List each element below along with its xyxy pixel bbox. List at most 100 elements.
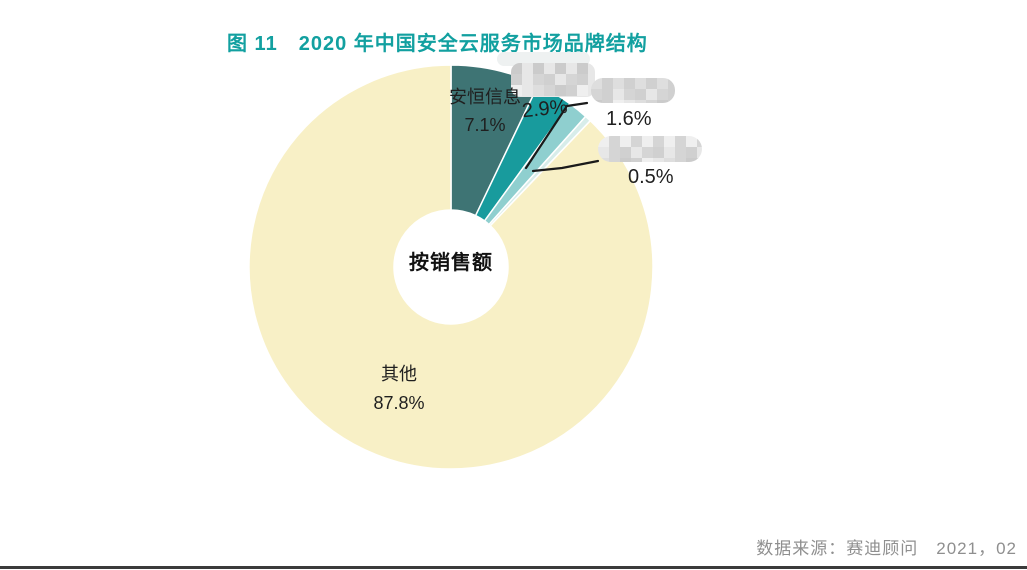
mosaic-tile — [668, 100, 675, 103]
mosaic-tile — [591, 89, 602, 100]
donut-center-label: 按销售额 — [409, 252, 493, 274]
mosaic-tile — [675, 136, 686, 147]
slice-label-anheng-name: 安恒信息 — [449, 87, 521, 107]
mosaic-tile — [609, 136, 620, 147]
mosaic-tile — [533, 74, 544, 85]
mosaic-tile — [668, 89, 675, 100]
data-source-note: 数据来源：赛迪顾问 2021，02 — [756, 539, 1017, 558]
slice-label-redacted-1-value: 2.9% — [520, 95, 569, 123]
mosaic-tile — [624, 100, 635, 103]
slice-label-other-value: 87.8% — [373, 393, 425, 413]
mosaic-tile — [686, 136, 697, 147]
mosaic-tile — [609, 158, 620, 162]
mosaic-tile — [697, 147, 702, 158]
mosaic-tile — [686, 158, 697, 162]
mosaic-tile — [577, 74, 588, 85]
mosaic-tile — [613, 100, 624, 103]
label-leader-line — [524, 101, 589, 170]
mosaic-tile — [566, 96, 577, 97]
mosaic-tile — [664, 147, 675, 158]
mosaic-tile — [631, 147, 642, 158]
slice-label-anheng-value: 7.1% — [464, 115, 506, 135]
mosaic-tile — [555, 85, 566, 96]
slice-label-anheng: 安恒信息 7.1% — [444, 83, 526, 139]
mosaic-tile — [566, 74, 577, 85]
mosaic-tile — [624, 78, 635, 89]
mosaic-tile — [642, 136, 653, 147]
mosaic-tile — [620, 147, 631, 158]
donut-slice — [248, 64, 654, 470]
slice-label-redacted-2-value: 1.6% — [606, 108, 652, 130]
mosaic-tile — [646, 78, 657, 89]
mosaic-tile — [566, 85, 577, 96]
mosaic-tile — [642, 147, 653, 158]
mosaic-tile — [591, 100, 602, 103]
slice-label-redacted-3-value: 0.5% — [628, 166, 674, 188]
mosaic-tile — [657, 100, 668, 103]
mosaic-tile — [511, 63, 522, 74]
mosaic-tile — [686, 147, 697, 158]
mosaic-tile — [511, 85, 522, 96]
mosaic-tile — [544, 63, 555, 74]
mosaic-tile — [577, 96, 588, 97]
mosaic-tile — [602, 100, 613, 103]
mosaic-tile — [624, 89, 635, 100]
mosaic-tile — [598, 136, 609, 147]
slice-label-other-name: 其他 — [381, 364, 417, 384]
mosaic-tile — [591, 78, 602, 89]
mosaic-tile — [646, 89, 657, 100]
mosaic-tile — [657, 89, 668, 100]
figure-title: 图 11 2020 年中国安全云服务市场品牌结构 — [227, 33, 648, 55]
label-leader-line — [531, 159, 600, 173]
mosaic-tile — [555, 63, 566, 74]
mosaic-tile — [631, 136, 642, 147]
mosaic-tile — [544, 74, 555, 85]
bottom-border-line — [0, 566, 1027, 569]
mosaic-tile — [697, 136, 702, 147]
mosaic-tile — [646, 100, 657, 103]
mosaic-tile — [664, 158, 675, 162]
mosaic-tile — [602, 89, 613, 100]
mosaic-tile — [664, 136, 675, 147]
mosaic-tile — [522, 63, 533, 74]
mosaic-tile — [653, 147, 664, 158]
mosaic-tile — [598, 147, 609, 158]
mosaic-tile — [555, 74, 566, 85]
mosaic-tile — [544, 96, 555, 97]
mosaic-tile — [588, 63, 595, 74]
mosaic-tile — [522, 96, 533, 97]
mosaic-tile — [522, 74, 533, 85]
mosaic-tile — [566, 63, 577, 74]
mosaic-tile — [511, 96, 522, 97]
mosaic-tile — [511, 74, 522, 85]
mosaic-tile — [675, 158, 686, 162]
mosaic-tile — [598, 158, 609, 162]
mosaic-tile — [602, 78, 613, 89]
mosaic-tile — [533, 96, 544, 97]
mosaic-tile — [631, 158, 642, 162]
redacted-brand-label-3 — [598, 136, 702, 162]
mosaic-tile — [657, 78, 668, 89]
mosaic-tile — [577, 63, 588, 74]
mosaic-tile — [620, 158, 631, 162]
mosaic-tile — [635, 89, 646, 100]
mosaic-tile — [620, 136, 631, 147]
mosaic-tile — [635, 100, 646, 103]
mosaic-tile — [533, 85, 544, 96]
mosaic-tile — [577, 85, 588, 96]
mosaic-tile — [533, 63, 544, 74]
mosaic-tile — [522, 85, 533, 96]
mosaic-tile — [668, 78, 675, 89]
mosaic-tile — [635, 78, 646, 89]
redacted-brand-label-1 — [511, 63, 595, 97]
mosaic-tile — [642, 158, 653, 162]
slice-label-other: 其他 87.8% — [359, 360, 439, 418]
mosaic-tile — [555, 96, 566, 97]
mosaic-tile — [613, 89, 624, 100]
mosaic-tile — [675, 147, 686, 158]
mosaic-tile — [697, 158, 702, 162]
mosaic-tile — [653, 136, 664, 147]
mosaic-tile — [544, 85, 555, 96]
